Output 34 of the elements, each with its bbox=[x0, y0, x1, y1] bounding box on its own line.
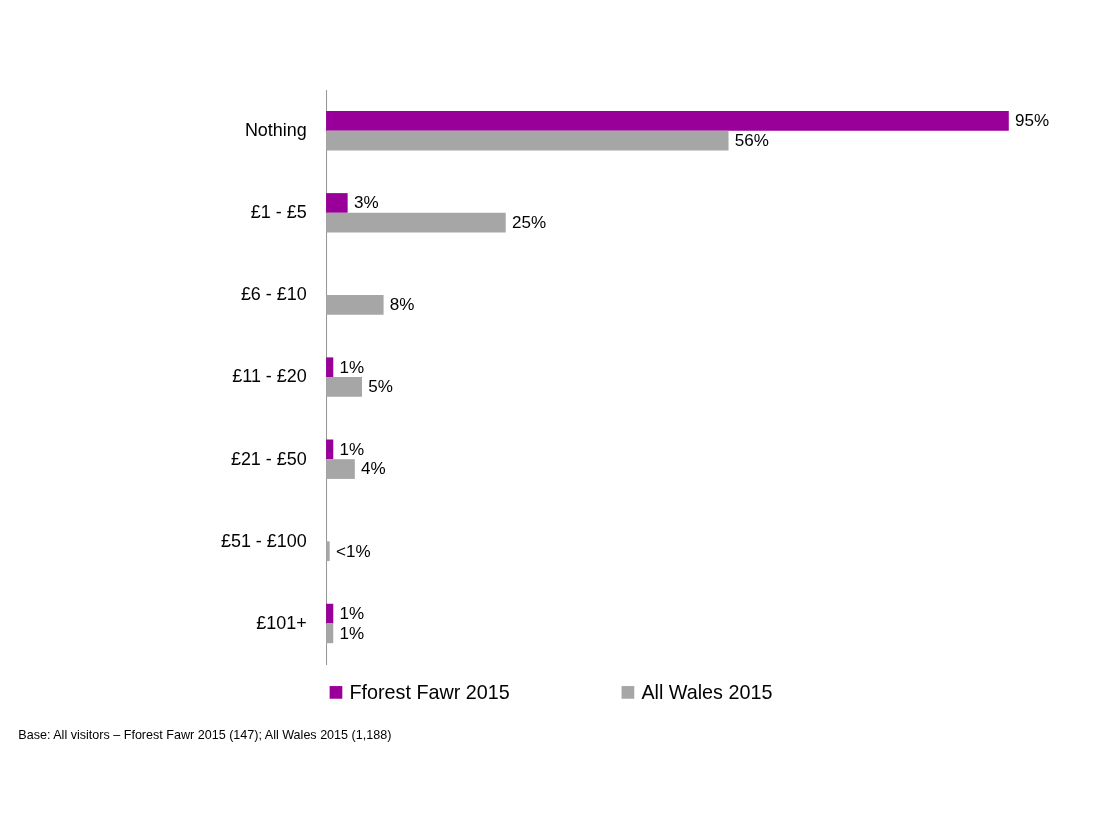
bar bbox=[326, 603, 334, 624]
bar bbox=[326, 357, 334, 378]
text: Base: All visitors – Fforest Fawr 2015 (147); All Wales 2015 (1,188) bbox=[18, 728, 392, 743]
data-label: 25% bbox=[512, 213, 547, 233]
data-label: 5% bbox=[368, 377, 393, 397]
data-label: 1% bbox=[339, 604, 365, 624]
bar bbox=[326, 541, 330, 562]
bar bbox=[326, 623, 334, 644]
data-label: 4% bbox=[361, 459, 386, 479]
bar bbox=[326, 130, 729, 151]
bar bbox=[326, 110, 1009, 131]
bar bbox=[326, 439, 334, 460]
legend-label: All Wales 2015 bbox=[641, 680, 773, 703]
data-label: 56% bbox=[734, 130, 769, 150]
data-label: 95% bbox=[1015, 111, 1050, 131]
data-label: 1% bbox=[339, 357, 365, 377]
bar bbox=[326, 193, 348, 213]
legend-label: Fforest Fawr 2015 bbox=[349, 680, 510, 703]
y-tick-label: £11 - £20 bbox=[232, 366, 307, 387]
data-label: 1% bbox=[339, 623, 365, 643]
bar bbox=[326, 377, 363, 397]
bar bbox=[326, 459, 355, 479]
y-tick-label: £101+ bbox=[256, 612, 307, 633]
data-label: 1% bbox=[339, 439, 365, 459]
data-label: 8% bbox=[389, 295, 415, 315]
y-tick-label: Nothing bbox=[244, 120, 307, 141]
y-tick-label: £6 - £10 bbox=[240, 284, 307, 305]
bar bbox=[326, 294, 384, 315]
data-label: <1% bbox=[335, 541, 371, 561]
data-label: 3% bbox=[353, 193, 379, 213]
y-tick-label: £21 - £50 bbox=[230, 448, 307, 469]
y-tick-label: £1 - £5 bbox=[250, 202, 307, 223]
y-tick-label: £51 - £100 bbox=[220, 530, 307, 551]
bar bbox=[326, 212, 506, 233]
